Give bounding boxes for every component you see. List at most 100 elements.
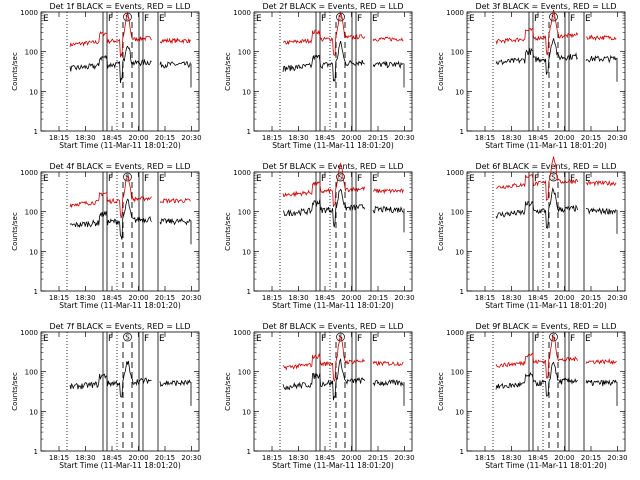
x-tick-label: 20:30 — [394, 454, 414, 462]
x-tick-label: 18:30 — [75, 294, 95, 302]
x-tick-label: 20:00 — [341, 294, 361, 302]
panel-6: Det 6f BLACK = Events, RED = LLD 1 10 100 10… — [437, 156, 628, 310]
x-axis-label: Start Time (11-Mar-11 18:01:20) — [485, 461, 607, 470]
y-tick-label: 1 — [34, 288, 38, 296]
x-tick-label: 18:30 — [288, 454, 308, 462]
x-tick-label: 20:00 — [554, 294, 574, 302]
marker-label-F: F — [144, 14, 149, 24]
x-tick-label: 20:30 — [607, 294, 627, 302]
y-tick-label: 100 — [238, 369, 251, 377]
lld-series-red-tail — [159, 37, 191, 45]
panel-frame — [40, 171, 200, 292]
lld-series-red — [282, 12, 365, 56]
x-tick-label: 18:30 — [75, 134, 95, 142]
x-tick-label: 20:15 — [368, 294, 388, 302]
y-tick-label: 1 — [460, 448, 464, 456]
panel-title: Det 4f BLACK = Events, RED = LLD — [49, 162, 190, 171]
peak-label: S — [338, 14, 343, 22]
y-tick-label: 100 — [238, 49, 251, 57]
x-tick-label: 20:15 — [581, 454, 601, 462]
panel-8: Det 8f BLACK = Events, RED = LLD 1 10 100 10… — [224, 322, 415, 470]
y-tick-label: 10 — [29, 248, 38, 256]
x-tick-label: 18:15 — [49, 454, 69, 462]
lld-series-red — [282, 334, 365, 382]
marker-label-E: E — [585, 14, 591, 24]
marker-label-E: E — [43, 334, 49, 344]
y-tick-label: 1 — [247, 128, 251, 136]
panel-1: Det 1f BLACK = Events, RED = LLD 1 10 100 10… — [11, 2, 202, 150]
marker-label-E: E — [43, 14, 49, 24]
x-tick-label: 20:30 — [181, 454, 201, 462]
y-tick-label: 10 — [29, 408, 38, 416]
lld-series-red-tail — [585, 357, 617, 366]
y-tick-label: 10 — [455, 248, 464, 256]
events-series-black — [69, 198, 152, 240]
x-tick-label: 18:15 — [49, 294, 69, 302]
panel-title: Det 9f BLACK = Events, RED = LLD — [475, 322, 616, 331]
x-axis-label: Start Time (11-Mar-11 18:01:20) — [272, 141, 394, 150]
lld-series-red-tail — [585, 179, 617, 187]
marker-label-E: E — [159, 14, 165, 24]
lld-series-red-tail — [372, 360, 404, 367]
y-axis-label: Counts/sec — [224, 212, 232, 251]
marker-label-F: F — [108, 334, 113, 344]
x-tick-label: 20:30 — [394, 294, 414, 302]
peak-circle — [123, 172, 132, 182]
events-series-black — [282, 357, 365, 401]
marker-label-E: E — [585, 174, 591, 184]
events-series-black-tail — [372, 60, 404, 70]
peak-label: S — [125, 14, 130, 22]
y-tick-label: 100 — [238, 209, 251, 217]
x-tick-label: 20:00 — [128, 294, 148, 302]
marker-label-F: F — [321, 174, 326, 184]
x-tick-label: 18:45 — [315, 294, 335, 302]
x-tick-label: 18:30 — [501, 134, 521, 142]
events-series-black — [282, 41, 365, 83]
x-tick-label: 18:15 — [49, 134, 69, 142]
marker-label-F: F — [321, 14, 326, 24]
events-series-black-tail — [159, 379, 191, 388]
y-tick-label: 10 — [29, 88, 38, 96]
x-axis-label: Start Time (11-Mar-11 18:01:20) — [59, 141, 181, 150]
panel-frame — [466, 331, 626, 452]
marker-label-F: F — [534, 14, 539, 24]
y-tick-label: 100 — [451, 49, 464, 57]
panel-title: Det 8f BLACK = Events, RED = LLD — [262, 322, 403, 331]
marker-label-E: E — [256, 14, 262, 24]
lld-series-red-tail — [585, 34, 617, 41]
x-tick-label: 18:30 — [501, 294, 521, 302]
lld-series-red-tail — [372, 36, 404, 42]
y-tick-label: 1000 — [20, 329, 38, 337]
peak-label: S — [551, 174, 556, 182]
panel-title: Det 2f BLACK = Events, RED = LLD — [262, 2, 403, 11]
panel-4: Det 4f BLACK = Events, RED = LLD 1 10 100 10… — [11, 162, 202, 310]
y-tick-label: 1000 — [233, 169, 251, 177]
panel-title: Det 6f BLACK = Events, RED = LLD — [475, 162, 616, 171]
y-tick-label: 1 — [247, 448, 251, 456]
x-tick-label: 20:00 — [554, 134, 574, 142]
marker-label-F: F — [357, 334, 362, 344]
marker-label-F: F — [321, 334, 326, 344]
events-series-black-tail — [372, 379, 404, 387]
x-tick-label: 18:15 — [262, 454, 282, 462]
y-axis-label: Counts/sec — [224, 372, 232, 411]
panel-frame — [253, 331, 413, 452]
panel-frame — [466, 171, 626, 292]
marker-label-F: F — [144, 334, 149, 344]
x-tick-label: 20:15 — [155, 134, 175, 142]
lld-series-red — [495, 156, 578, 201]
marker-label-E: E — [159, 174, 165, 184]
panel-frame — [253, 171, 413, 292]
y-tick-label: 100 — [451, 209, 464, 217]
events-series-black — [495, 38, 578, 75]
y-tick-label: 1000 — [233, 329, 251, 337]
marker-label-F: F — [570, 174, 575, 184]
panel-title: Det 1f BLACK = Events, RED = LLD — [49, 2, 190, 11]
y-axis-label: Counts/sec — [437, 372, 445, 411]
marker-label-E: E — [372, 174, 378, 184]
x-tick-label: 18:30 — [288, 134, 308, 142]
events-series-black-tail — [159, 217, 191, 226]
peak-label: S — [125, 334, 130, 342]
x-tick-label: 20:15 — [368, 454, 388, 462]
marker-label-E: E — [469, 334, 475, 344]
